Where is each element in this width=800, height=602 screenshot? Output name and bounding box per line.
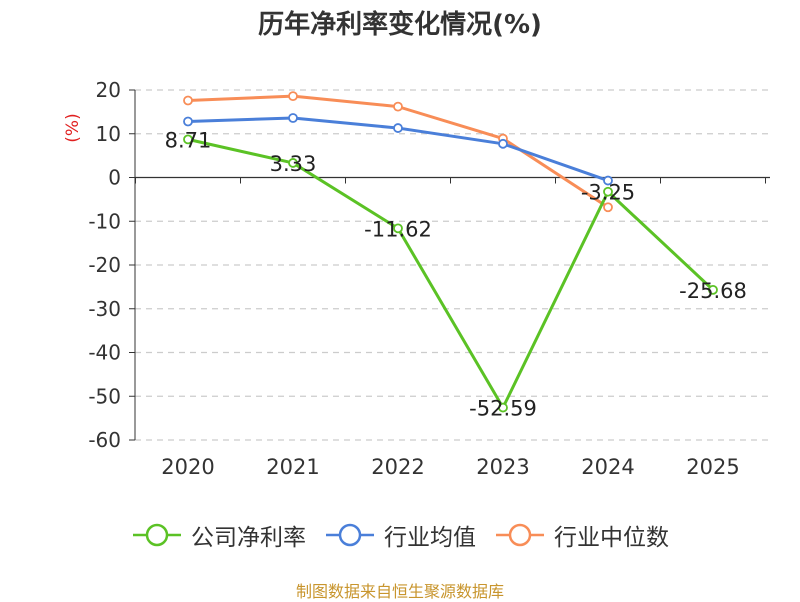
y-axis-label: (%): [63, 113, 83, 142]
y-tick-label: 20: [96, 78, 121, 102]
legend-marker-icon: [326, 523, 374, 547]
legend-item[interactable]: 行业中位数: [494, 518, 669, 552]
data-label: 8.71: [165, 128, 212, 152]
source-note: 制图数据来自恒生聚源数据库: [295, 582, 504, 601]
chart-title: 历年净利率变化情况(%): [258, 10, 542, 40]
x-tick-label: 2025: [686, 455, 739, 479]
data-label: -3.25: [581, 181, 635, 205]
legend-item[interactable]: 公司净利率: [131, 518, 306, 552]
data-point: [708, 284, 718, 295]
y-tick-label: -50: [88, 384, 121, 408]
data-point: [183, 134, 193, 145]
data-label: 3.33: [270, 152, 317, 176]
legend-label: 公司净利率: [191, 525, 306, 551]
series-line-2: [187, 94, 609, 209]
data-point: [393, 101, 403, 112]
data-point: [183, 95, 193, 106]
data-label: -25.68: [679, 279, 747, 303]
x-tick-label: 2020: [161, 455, 214, 479]
legend-label: 行业中位数: [554, 525, 669, 551]
data-point: [603, 186, 613, 197]
x-tick-label: 2021: [266, 455, 319, 479]
data-point: [288, 113, 298, 123]
data-point: [498, 138, 508, 149]
y-tick-label: -60: [88, 428, 121, 452]
data-point: [288, 158, 298, 168]
data-label: -11.62: [364, 217, 432, 241]
data-point: [393, 123, 403, 133]
y-tick-label: -20: [88, 253, 121, 277]
legend-marker-icon: [496, 523, 544, 547]
data-point: [603, 175, 613, 186]
data-point: [183, 116, 193, 127]
data-point: [393, 223, 403, 234]
series-line-0: [187, 137, 715, 410]
data-label-layer: 8.71 3.33 -11.62 -52.59 -3.25 -25.68: [165, 128, 747, 420]
axis-layer: 20 10 0 -10 -20 -30 -40 -50 -60 2020 2021 2022 2023 2…: [88, 78, 770, 479]
data-point: [498, 402, 508, 413]
y-tick-label: -30: [88, 297, 121, 321]
legend-marker-icon: [133, 523, 181, 547]
y-tick-label: 0: [108, 166, 121, 190]
legend-label: 行业均值: [384, 525, 476, 551]
x-tick-label: 2022: [371, 455, 424, 479]
legend-item[interactable]: 行业均值: [324, 518, 476, 552]
x-tick-label: 2023: [476, 455, 529, 479]
y-tick-label: -10: [88, 209, 121, 233]
data-label: -52.59: [469, 397, 537, 421]
y-tick-label: -40: [88, 341, 121, 365]
data-point: [603, 202, 613, 213]
series-layer: [183, 91, 718, 413]
legend: 公司净利率 行业均值 行业中位数: [0, 518, 800, 552]
y-tick-label: 10: [96, 122, 121, 146]
x-tick-label: 2024: [581, 455, 634, 479]
data-point: [288, 91, 298, 102]
grid-layer: [135, 89, 770, 441]
